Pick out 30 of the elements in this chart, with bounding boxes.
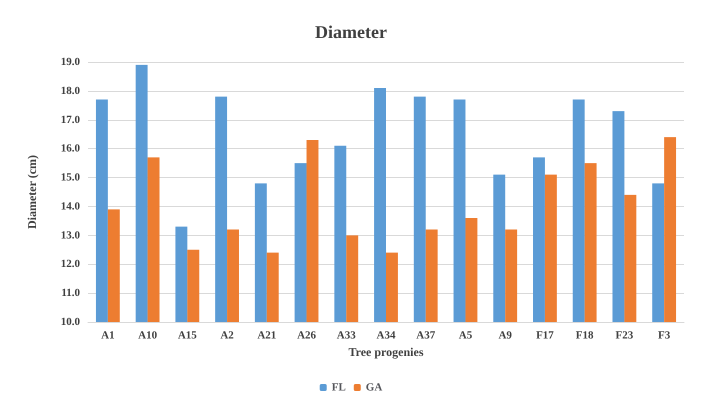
x-tick-label: A5 bbox=[458, 330, 473, 342]
y-tick-label: 13.0 bbox=[60, 229, 80, 242]
x-tick-label: F3 bbox=[658, 330, 671, 342]
legend-label: GA bbox=[366, 382, 382, 394]
x-tick-label: F18 bbox=[576, 330, 594, 342]
y-tick-label: 16.0 bbox=[60, 142, 80, 155]
x-tick-label: F17 bbox=[536, 330, 554, 342]
chart-title: Diameter bbox=[315, 22, 387, 42]
x-tick-label: A15 bbox=[178, 330, 198, 342]
y-tick-label: 18.0 bbox=[60, 84, 80, 97]
y-tick-label: 14.0 bbox=[60, 200, 80, 212]
x-tick-label: A34 bbox=[376, 330, 396, 342]
x-tick-label: A37 bbox=[416, 330, 436, 342]
x-tick-label: A10 bbox=[138, 330, 158, 342]
y-tick-label: 17.0 bbox=[60, 114, 80, 126]
x-tick-label: F23 bbox=[616, 330, 634, 342]
y-tick-label: 10.0 bbox=[60, 316, 80, 328]
y-tick-label: 11.0 bbox=[61, 287, 80, 300]
y-tick-label: 19.0 bbox=[60, 56, 80, 68]
legend-label: FL bbox=[332, 382, 346, 394]
x-tick-label: A26 bbox=[297, 330, 316, 342]
x-axis-title: Tree progenies bbox=[348, 344, 424, 359]
x-tick-label: A1 bbox=[101, 330, 115, 342]
x-tick-label: A33 bbox=[336, 330, 356, 342]
y-tick-label: 15.0 bbox=[60, 172, 80, 184]
x-tick-label: A2 bbox=[220, 330, 234, 342]
y-tick-label: 12.0 bbox=[60, 258, 80, 270]
x-tick-label: A9 bbox=[498, 330, 512, 342]
y-axis-title: Diameter (cm) bbox=[25, 154, 39, 230]
x-tick-label: A21 bbox=[257, 330, 276, 342]
